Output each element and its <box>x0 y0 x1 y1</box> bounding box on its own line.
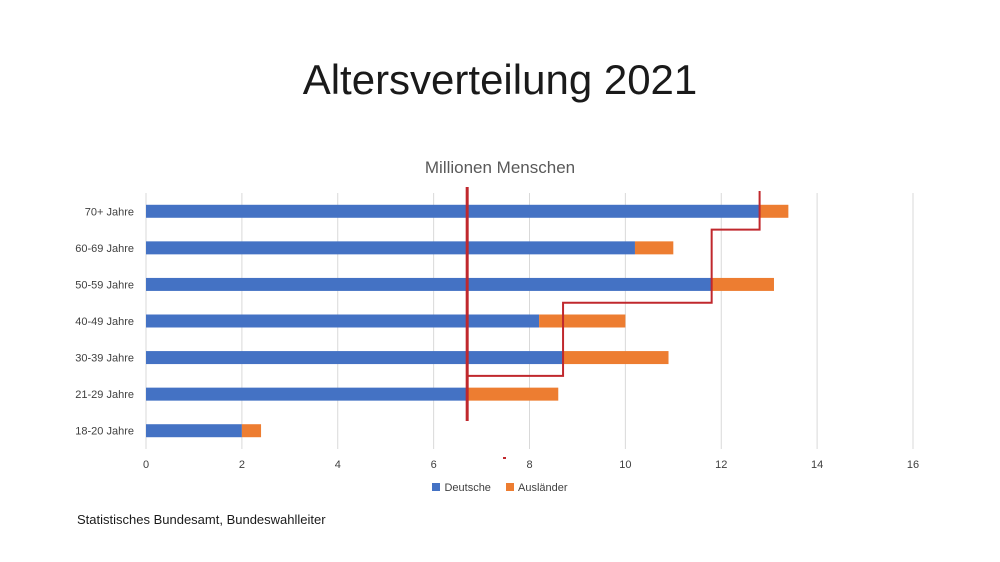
category-label: 50-59 Jahre <box>75 279 134 291</box>
bar-deutsche <box>146 204 760 218</box>
category-label: 60-69 Jahre <box>75 243 134 255</box>
slide-title: Altersverteilung 2021 <box>302 56 698 103</box>
category-label: 18-20 Jahre <box>75 426 134 438</box>
tick-label: 12 <box>715 459 727 471</box>
bar-auslaender <box>711 277 774 291</box>
tick-label: 0 <box>143 459 149 471</box>
bar-deutsche <box>146 277 712 291</box>
bar-auslaender <box>241 424 262 438</box>
bars <box>146 204 789 438</box>
bar-deutsche <box>146 387 468 401</box>
category-labels: 70+ Jahre 60-69 Jahre 50-59 Jahre 40-49 Jah… <box>75 206 134 437</box>
tick-labels: 0 2 4 6 8 10 12 14 16 <box>143 459 919 471</box>
legend-swatch <box>506 483 514 491</box>
tick-label: 16 <box>907 459 919 471</box>
category-label: 40-49 Jahre <box>75 316 134 328</box>
bar-deutsche <box>146 424 242 438</box>
legend-label: Deutsche <box>444 482 491 494</box>
legend-item-deutsche: Deutsche <box>432 482 491 494</box>
legend-item-auslaender: Ausländer <box>506 482 568 494</box>
bar-deutsche <box>146 351 564 365</box>
step-line <box>466 191 761 413</box>
bar-deutsche <box>146 314 540 328</box>
legend-swatch <box>432 483 441 491</box>
annotations <box>465 187 761 459</box>
bar-auslaender <box>467 387 559 401</box>
bar-auslaender <box>759 204 789 218</box>
tick-label: 4 <box>335 459 341 471</box>
tick-label: 6 <box>431 459 437 471</box>
category-label: 30-39 Jahre <box>75 353 134 365</box>
legend: Deutsche Ausländer <box>0 482 1000 494</box>
tick-label: 2 <box>239 459 245 471</box>
bar-auslaender <box>539 314 626 328</box>
tick-label: 8 <box>526 459 532 471</box>
bar-auslaender <box>563 351 669 365</box>
bar-deutsche <box>146 241 635 255</box>
category-label: 70+ Jahre <box>85 206 134 218</box>
bar-auslaender <box>634 241 674 255</box>
category-label: 21-29 Jahre <box>75 389 134 401</box>
tick-label: 14 <box>811 459 823 471</box>
red-dot-marker <box>503 457 506 459</box>
source-note: Statistisches Bundesamt, Bundeswahlleite… <box>77 512 326 527</box>
legend-label: Ausländer <box>518 482 568 494</box>
chart-title: Millionen Menschen <box>424 158 576 177</box>
tick-label: 10 <box>619 459 631 471</box>
